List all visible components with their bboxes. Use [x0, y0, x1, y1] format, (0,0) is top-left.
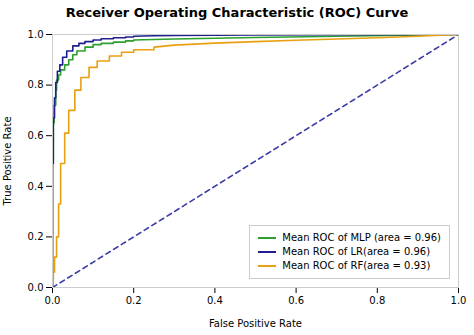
html-text:Mean ROC of RF(area = 0.93): Mean ROC of RF(area = 0.93): [282, 260, 431, 271]
html-text:Mean ROC of MLP (area = 0.96): Mean ROC of MLP (area = 0.96): [282, 232, 441, 243]
svg-text:0.0: 0.0: [28, 282, 44, 293]
svg-text:0.6: 0.6: [288, 295, 304, 306]
svg-text:0.6: 0.6: [28, 130, 44, 141]
svg-text:1.0: 1.0: [28, 29, 44, 40]
html-text:Mean ROC of LR(area = 0.96): Mean ROC of LR(area = 0.96): [282, 246, 431, 257]
svg-text:0.2: 0.2: [28, 231, 44, 242]
svg-text:0.2: 0.2: [126, 295, 142, 306]
svg-text:0.8: 0.8: [369, 295, 385, 306]
svg-text:0.0: 0.0: [45, 295, 61, 306]
svg-text:1.0: 1.0: [451, 295, 467, 306]
html-text:Receiver Operating Characteris: Receiver Operating Characteristic (ROC) …: [65, 5, 409, 20]
svg-text:0.8: 0.8: [28, 79, 44, 90]
svg-text:True Positive Rate: True Positive Rate: [2, 116, 13, 206]
svg-text:0.4: 0.4: [207, 295, 223, 306]
svg-text:False Positive Rate: False Positive Rate: [209, 318, 302, 329]
svg-text:0.4: 0.4: [28, 181, 44, 192]
